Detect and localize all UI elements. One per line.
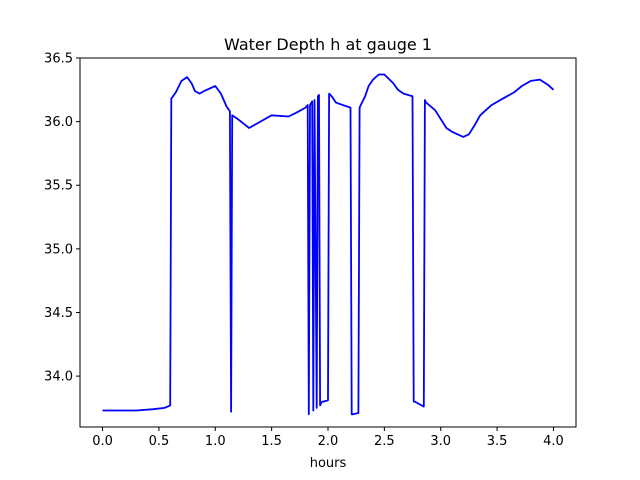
x-tick-label: 2.5 [374, 434, 395, 449]
series-line [102, 73, 555, 416]
y-axis: 34.0 34.5 35.0 35.5 36.0 36.5 [44, 52, 80, 385]
series-layer [102, 73, 555, 416]
x-tick-label: 1.0 [205, 434, 226, 449]
x-tick-label: 3.0 [430, 434, 451, 449]
y-tick-label: 35.0 [44, 242, 73, 257]
x-tick-label: 2.0 [318, 434, 339, 449]
y-tick-label: 36.0 [44, 115, 73, 130]
y-tick-label: 36.5 [44, 52, 73, 67]
x-tick-label: 0.0 [92, 434, 113, 449]
x-tick-label: 4.0 [543, 434, 564, 449]
y-tick-label: 34.0 [44, 370, 73, 385]
x-tick-label: 1.5 [261, 434, 282, 449]
y-tick-label: 35.5 [44, 179, 73, 194]
x-tick-label: 3.5 [487, 434, 508, 449]
chart-title: Water Depth h at gauge 1 [224, 35, 432, 54]
x-axis: 0.0 0.5 1.0 1.5 2.0 2.5 3.0 3.5 4.0 [92, 427, 564, 449]
y-tick-label: 34.5 [44, 306, 73, 321]
x-axis-label: hours [310, 456, 347, 471]
x-tick-label: 0.5 [149, 434, 170, 449]
